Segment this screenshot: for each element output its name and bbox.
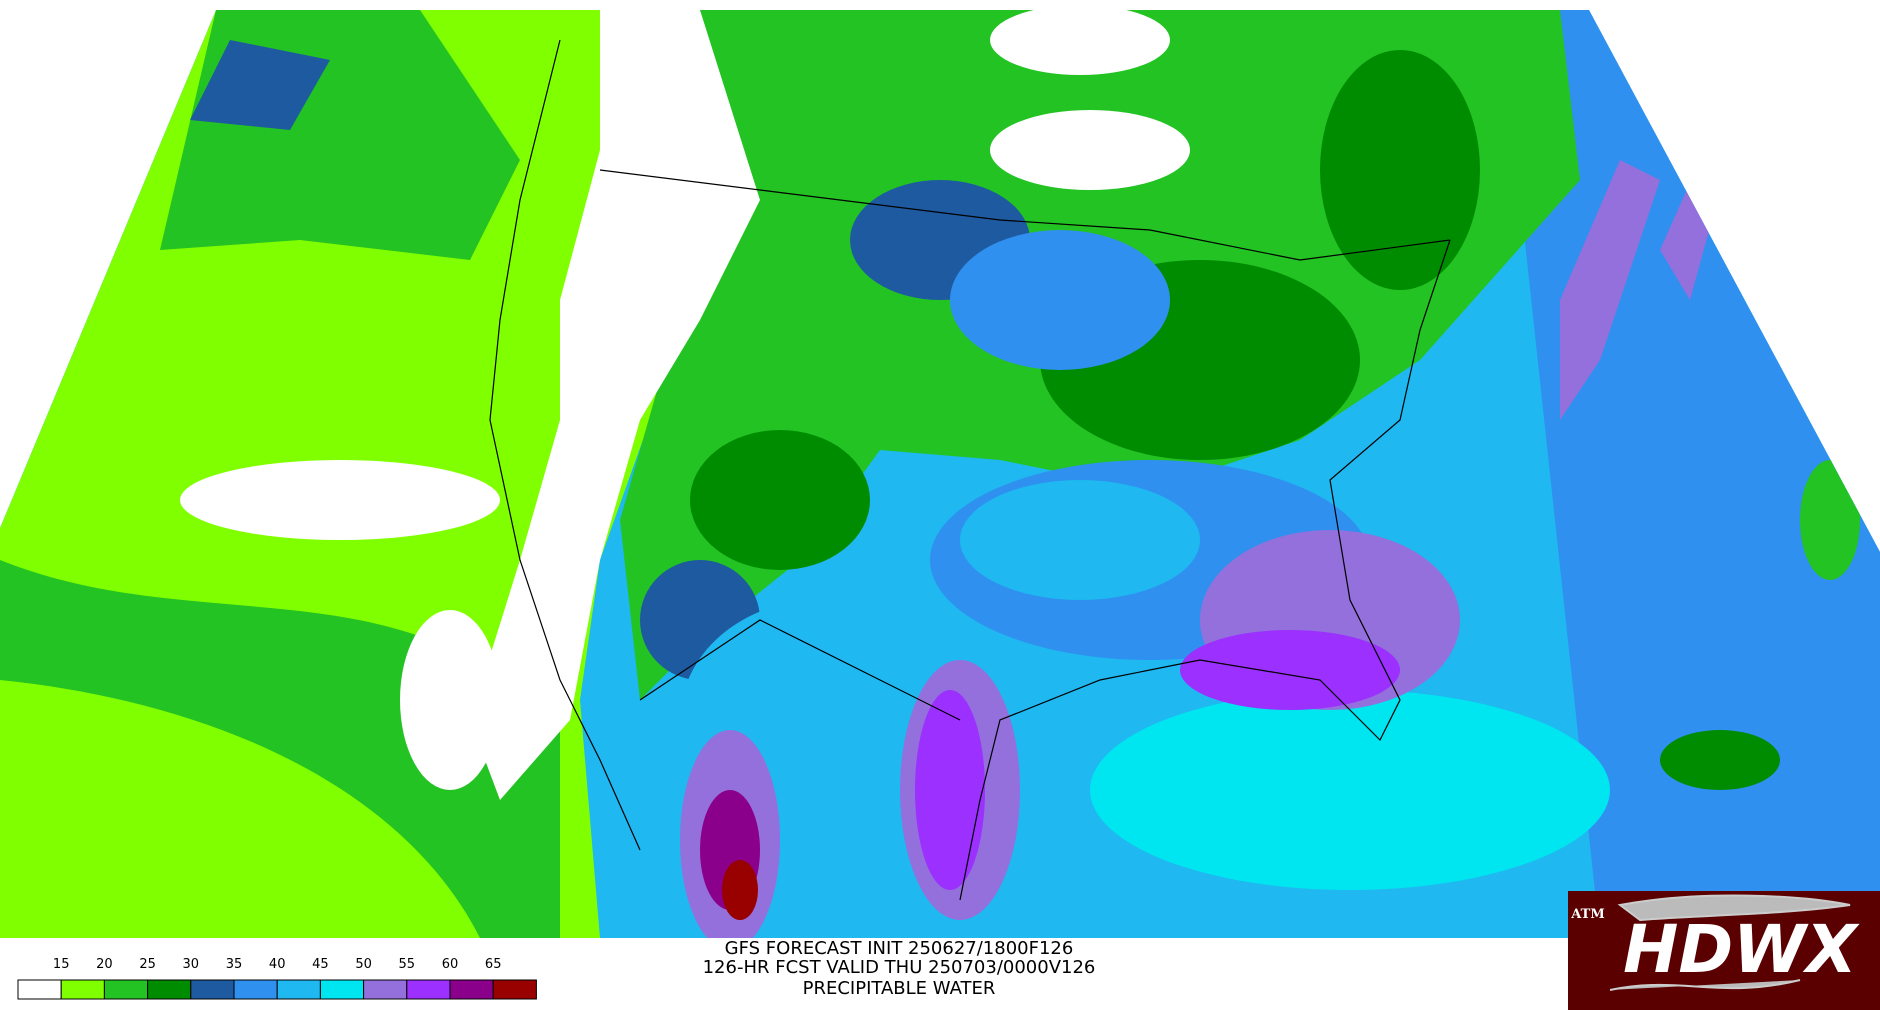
legend-label: 15	[53, 957, 70, 972]
legend-swatch	[319, 979, 365, 1000]
legend-swatch	[233, 979, 278, 1000]
legend-label: 55	[399, 957, 416, 972]
header-line: 126-HR FCST VALID THU 250703/0000V126	[703, 957, 1096, 978]
legend-label: 40	[269, 957, 286, 972]
legend-label: 50	[355, 957, 372, 972]
legend-swatch	[190, 979, 235, 1000]
precip-field	[0, 10, 1880, 938]
legend-swatch	[449, 979, 494, 1000]
legend-swatch	[276, 979, 321, 1000]
boundaries	[489, 39, 1451, 901]
legend-swatch	[406, 979, 451, 1000]
logo-text: HDWX	[1623, 911, 1860, 988]
legend-label: 25	[139, 957, 156, 972]
logo-badge: ATM	[1570, 907, 1604, 922]
legend-swatch	[17, 979, 62, 1000]
legend-label: 45	[312, 957, 329, 972]
header-line: GFS FORECAST INIT 250627/1800F126	[725, 938, 1074, 959]
legend-swatch	[147, 979, 192, 1000]
legend-swatch	[60, 979, 105, 1000]
legend-swatch	[103, 979, 149, 1000]
legend-label: 65	[485, 957, 502, 972]
legend-label: 30	[183, 957, 200, 972]
legend: 15 20 25 30 35 40 45 50 55 60 65	[17, 957, 537, 1000]
header-line: PRECIPITABLE WATER	[803, 978, 996, 999]
legend-label: 20	[96, 957, 113, 972]
logo-swirl	[1609, 894, 1851, 991]
legend-swatch	[492, 979, 537, 1000]
logo: ATM HDWX	[1568, 891, 1880, 1010]
legend-swatch	[363, 979, 408, 1000]
legend-label: 35	[226, 957, 243, 972]
legend-label: 60	[442, 957, 459, 972]
